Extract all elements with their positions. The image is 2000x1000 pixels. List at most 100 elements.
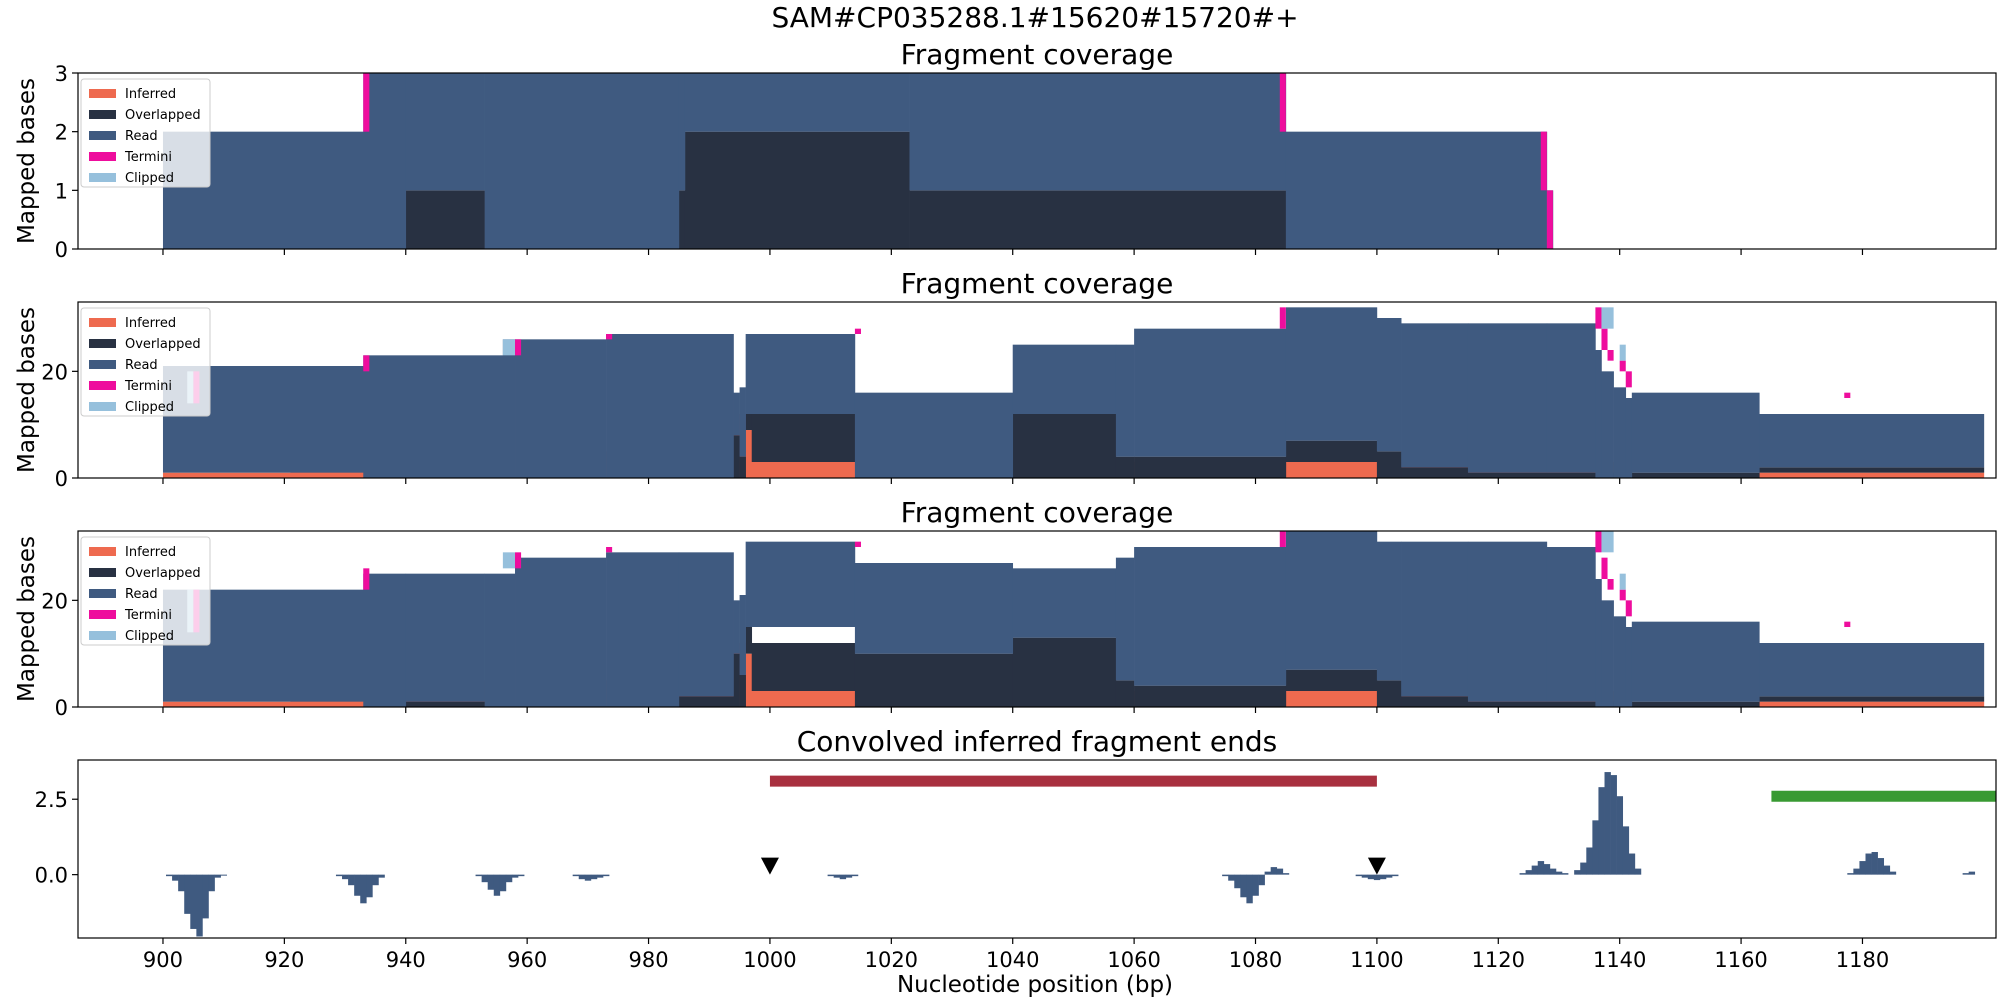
coverage-overlapped-segment	[1467, 701, 1548, 707]
convolved-end-bar	[1604, 772, 1611, 875]
termini-mark	[515, 552, 522, 569]
coverage-read-segment	[678, 73, 686, 191]
convolved-end-bar	[596, 874, 604, 878]
convolved-end-bar	[1853, 868, 1860, 875]
termini-mark	[1607, 350, 1614, 361]
x-tick-label: 1100	[1350, 948, 1403, 972]
termini-mark	[1601, 557, 1608, 579]
coverage-overlapped-segment	[1012, 637, 1117, 707]
clipped-mark	[502, 339, 516, 356]
legend-swatch-termini	[89, 381, 116, 390]
convolved-end-bar	[1586, 847, 1593, 875]
coverage-overlapped-segment	[733, 435, 740, 478]
coverage-read-segment	[1613, 387, 1627, 478]
legend-swatch-read	[89, 131, 116, 140]
termini-mark	[1279, 307, 1286, 329]
convolved-end-bar	[1361, 874, 1369, 878]
y-tick-label: 20	[41, 589, 68, 613]
termini-mark	[363, 568, 370, 590]
legend-label-read: Read	[125, 587, 158, 602]
coverage-read-segment	[484, 73, 680, 249]
termini-mark	[515, 339, 522, 356]
triangle-marker	[760, 857, 779, 875]
legend-swatch-read	[89, 360, 116, 369]
coverage-read-segment	[909, 73, 1287, 191]
coverage-read-segment	[1625, 398, 1633, 478]
coverage-read-segment	[1285, 531, 1378, 670]
convolved-end-bar	[1228, 874, 1235, 881]
convolved-end-bar	[1537, 861, 1545, 875]
x-tick-label: 1080	[1229, 948, 1282, 972]
coverage-read-segment	[515, 557, 607, 707]
coverage-read-segment	[606, 552, 680, 707]
coverage-read-segment	[606, 334, 734, 478]
convolved-end-bar	[1562, 873, 1569, 875]
legend-label-overlapped: Overlapped	[125, 108, 201, 123]
coverage-read-segment	[1134, 328, 1287, 457]
legend-swatch-overlapped	[89, 339, 116, 348]
coverage-read-segment	[1546, 547, 1596, 702]
coverage-overlapped-segment	[1401, 467, 1469, 478]
legend: Inferred Overlapped Read Termini Clipped	[80, 78, 211, 188]
y-tick-label: 0	[55, 467, 68, 491]
x-tick-label: 900	[143, 948, 183, 972]
coverage-read-segment	[1285, 131, 1548, 249]
convolved-end-bar	[166, 874, 173, 877]
convolved-end-bar	[1355, 874, 1363, 877]
coverage-read-segment	[739, 595, 746, 675]
convolved-end-bar	[190, 874, 197, 929]
termini-mark	[606, 334, 613, 340]
convolved-end-bar	[372, 874, 379, 886]
coverage-read-segment	[678, 552, 734, 697]
convolved-end-bar	[1962, 873, 1969, 875]
coverage-read-segment	[1595, 350, 1602, 478]
termini-mark	[1844, 621, 1851, 627]
clipped-mark	[1601, 531, 1614, 553]
coverage-inferred-segment	[1759, 701, 1985, 707]
coverage-read-segment	[1401, 323, 1469, 468]
convolved-end-bar	[1580, 862, 1587, 875]
convolved-end-bar	[1859, 861, 1866, 875]
termini-mark	[1607, 579, 1614, 590]
coverage-overlapped-segment	[1115, 456, 1135, 478]
convolved-end-bar	[590, 874, 598, 880]
x-tick-label: 980	[628, 948, 668, 972]
convolved-end-bar	[1264, 871, 1271, 875]
plot-area	[162, 531, 1985, 707]
axes-frame	[77, 530, 1997, 708]
convolved-end-bar	[1610, 775, 1617, 875]
coverage-overlapped-segment	[1401, 696, 1469, 707]
coverage-overlapped-segment	[1546, 472, 1633, 478]
convolved-end-bar	[578, 874, 586, 880]
legend-swatch-overlapped	[89, 568, 116, 577]
coverage-overlapped-segment	[1376, 451, 1402, 478]
coverage-inferred-segment	[162, 472, 291, 478]
convolved-end-bar	[1883, 865, 1891, 875]
coverage-read-segment	[363, 573, 407, 707]
coverage-read-segment	[1115, 557, 1135, 681]
coverage-overlapped-segment	[1012, 414, 1117, 478]
axes-frame	[77, 301, 1997, 479]
convolved-end-bar	[1379, 874, 1387, 880]
legend-label-read: Read	[125, 129, 158, 144]
panel-title: Fragment coverage	[901, 267, 1174, 300]
coverage-overlapped-segment	[1285, 669, 1378, 691]
termini-mark	[1595, 307, 1602, 329]
termini-mark	[1546, 190, 1553, 249]
y-axis-label: Mapped bases	[14, 536, 40, 702]
axes-frame	[77, 72, 1997, 250]
legend-label-overlapped: Overlapped	[125, 337, 201, 352]
plot-area	[166, 772, 1996, 937]
coverage-read-segment	[515, 339, 607, 478]
convolved-end-bar	[220, 874, 228, 876]
termini-mark	[1540, 131, 1547, 191]
coverage-read-segment	[1285, 307, 1378, 441]
clipped-mark	[1601, 307, 1614, 329]
legend-swatch-inferred	[89, 547, 116, 556]
convolved-end-bar	[1392, 874, 1399, 877]
legend-swatch-termini	[89, 610, 116, 619]
convolved-end-bar	[184, 874, 191, 914]
y-tick-label: 0	[55, 238, 68, 262]
convolved-end-bar	[1616, 796, 1624, 875]
convolved-end-bar	[827, 874, 834, 877]
